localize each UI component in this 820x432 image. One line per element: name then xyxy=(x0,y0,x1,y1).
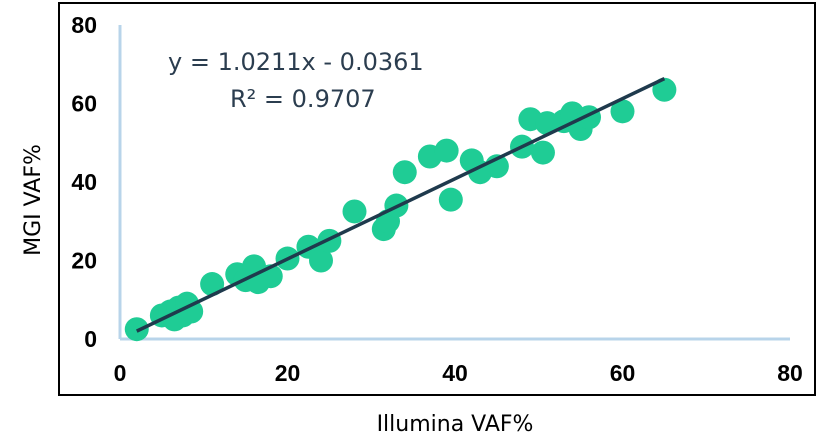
y-tick-label-0: 0 xyxy=(84,326,97,352)
r-squared-label: R² = 0.9707 xyxy=(230,85,376,113)
data-point-24 xyxy=(434,138,459,163)
data-point-38 xyxy=(652,77,677,102)
y-tick-label-20: 20 xyxy=(71,248,97,274)
x-tick-label-0: 0 xyxy=(114,360,127,386)
data-point-8 xyxy=(200,272,225,297)
points-layer xyxy=(124,77,677,342)
x-tick-label-60: 60 xyxy=(610,360,636,386)
data-point-7 xyxy=(179,299,204,324)
x-tick-label-80: 80 xyxy=(777,360,803,386)
data-point-18 xyxy=(342,199,367,224)
trendline xyxy=(135,77,666,333)
y-axis-title: MGI VAF% xyxy=(21,144,46,256)
data-point-37 xyxy=(610,99,635,124)
data-point-22 xyxy=(392,160,417,185)
data-point-25 xyxy=(438,187,463,212)
ticks-layer: 0 20 40 60 80 0 20 40 60 80 xyxy=(71,12,802,386)
y-tick-label-60: 60 xyxy=(71,91,97,117)
y-tick-label-80: 80 xyxy=(71,12,97,38)
x-axis-title: Illumina VAF% xyxy=(377,412,534,432)
data-point-31 xyxy=(530,140,555,165)
trendline-equation: y = 1.0211x - 0.0361 xyxy=(168,48,424,76)
y-tick-label-40: 40 xyxy=(71,169,97,195)
data-point-16 xyxy=(309,248,333,273)
x-tick-label-40: 40 xyxy=(442,360,468,386)
x-tick-label-20: 20 xyxy=(275,360,301,386)
plot-frame xyxy=(58,2,816,396)
